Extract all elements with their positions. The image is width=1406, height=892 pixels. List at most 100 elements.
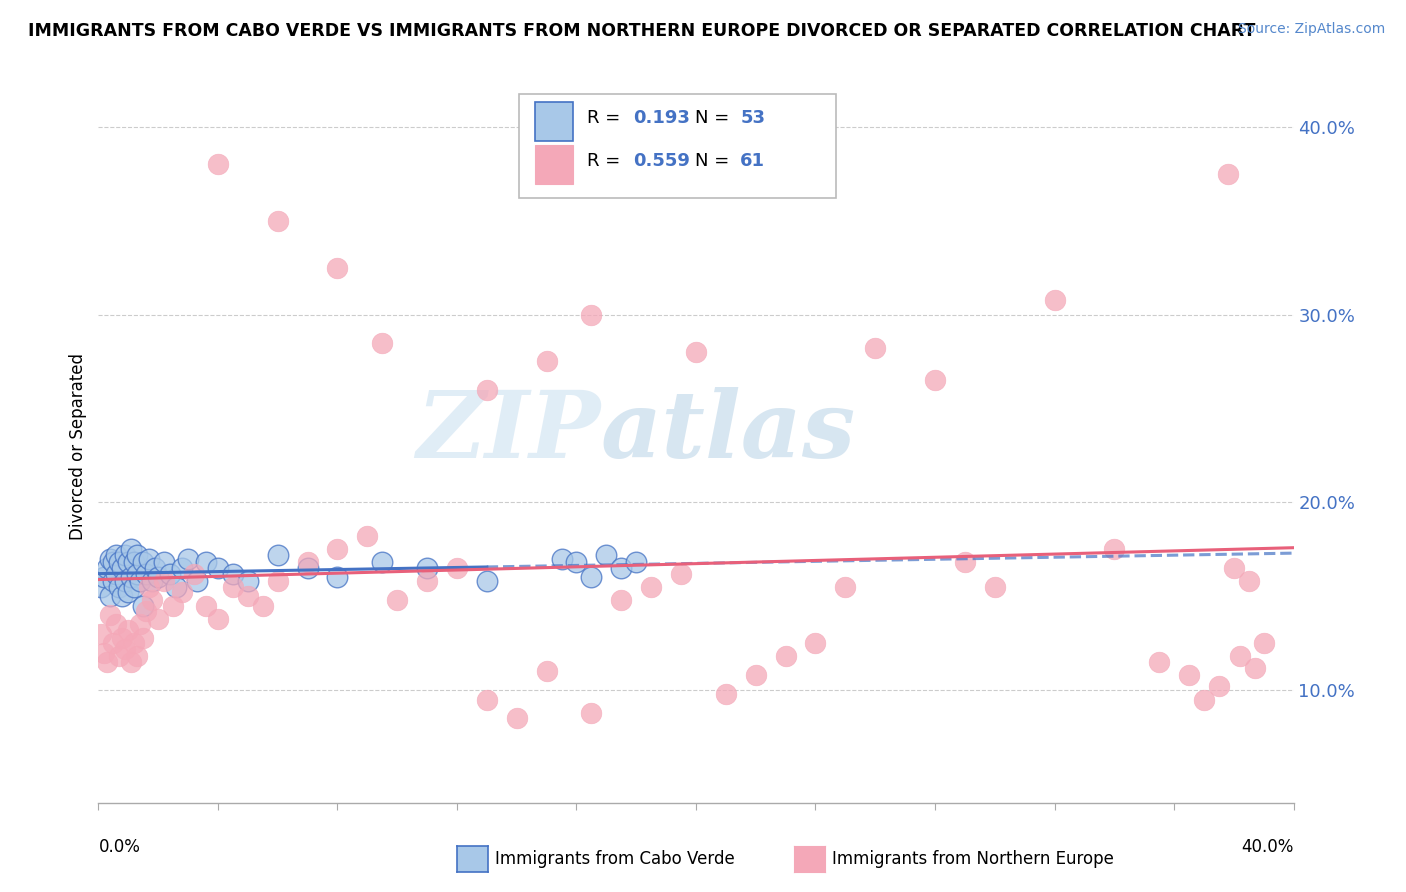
Point (96, 655, 118, 669)
Point (267, 548, 290, 562)
Point (267, 213, 290, 227)
Point (177, 551, 200, 566)
Point (129, 574, 152, 589)
Point (141, 574, 163, 589)
Point (1229, 649, 1251, 664)
Point (984, 580, 1007, 594)
Point (775, 649, 797, 664)
Point (127, 649, 149, 664)
Point (98, 589, 122, 603)
Text: Immigrants from Cabo Verde: Immigrants from Cabo Verde (495, 850, 735, 868)
Point (953, 556, 976, 570)
Point (416, 561, 439, 575)
Point (132, 599, 155, 613)
Point (1192, 692, 1215, 706)
Point (108, 649, 131, 664)
Point (135, 566, 157, 581)
Point (105, 617, 128, 632)
Text: 0.0%: 0.0% (98, 838, 141, 855)
FancyBboxPatch shape (519, 95, 835, 198)
Point (124, 636, 146, 650)
Point (153, 556, 176, 570)
Point (153, 574, 176, 589)
Point (385, 593, 409, 607)
Point (172, 585, 194, 599)
Point (90, 627, 112, 641)
Point (610, 593, 633, 607)
Point (105, 548, 128, 562)
Text: 0.559: 0.559 (633, 152, 689, 169)
Text: ZIP: ZIP (416, 387, 600, 476)
Point (195, 599, 218, 613)
Point (326, 570, 349, 584)
Point (93, 646, 115, 660)
Point (626, 556, 648, 570)
Point (356, 529, 378, 543)
Point (111, 589, 134, 603)
Point (108, 580, 131, 594)
Point (1147, 655, 1170, 669)
Point (1237, 574, 1260, 589)
Point (186, 574, 208, 589)
Point (685, 345, 707, 359)
Point (1104, 542, 1126, 557)
Point (865, 342, 887, 356)
Text: N =: N = (695, 109, 735, 127)
Point (252, 599, 274, 613)
Point (162, 599, 184, 613)
Point (416, 574, 439, 589)
Point (326, 260, 349, 275)
Point (117, 585, 139, 599)
Point (98, 551, 122, 566)
Point (745, 668, 768, 682)
Point (581, 308, 603, 322)
Point (108, 556, 131, 570)
Point (117, 556, 139, 570)
Point (117, 623, 139, 637)
Point (93, 570, 115, 584)
FancyBboxPatch shape (534, 145, 572, 184)
Point (804, 636, 827, 650)
Point (114, 548, 136, 562)
Point (236, 574, 259, 589)
Text: N =: N = (695, 152, 735, 169)
Text: 40.0%: 40.0% (1241, 838, 1294, 855)
Point (297, 556, 319, 570)
Point (506, 711, 529, 725)
Point (207, 157, 229, 171)
Point (120, 655, 142, 669)
Point (581, 570, 603, 584)
Point (90, 580, 112, 594)
Point (222, 580, 245, 594)
Point (148, 612, 170, 626)
Point (111, 631, 134, 645)
Point (714, 687, 737, 701)
Point (120, 542, 142, 557)
Point (610, 561, 633, 575)
Point (165, 580, 187, 594)
Point (159, 566, 181, 581)
Point (138, 580, 160, 594)
Point (127, 548, 149, 562)
Point (172, 561, 194, 575)
Point (1253, 636, 1275, 650)
Point (98, 607, 122, 622)
Point (195, 556, 218, 570)
Point (124, 580, 146, 594)
Point (1208, 679, 1230, 693)
Point (111, 561, 134, 575)
Text: 53: 53 (740, 109, 765, 127)
Point (536, 354, 558, 368)
Point (267, 574, 290, 589)
Point (565, 556, 588, 570)
Point (120, 570, 142, 584)
Point (446, 561, 468, 575)
Point (1243, 660, 1265, 674)
Point (183, 566, 205, 581)
Point (148, 570, 170, 584)
Point (1223, 561, 1246, 575)
Text: Source: ZipAtlas.com: Source: ZipAtlas.com (1237, 22, 1385, 37)
Point (105, 566, 128, 581)
Point (207, 561, 229, 575)
Point (297, 561, 319, 575)
